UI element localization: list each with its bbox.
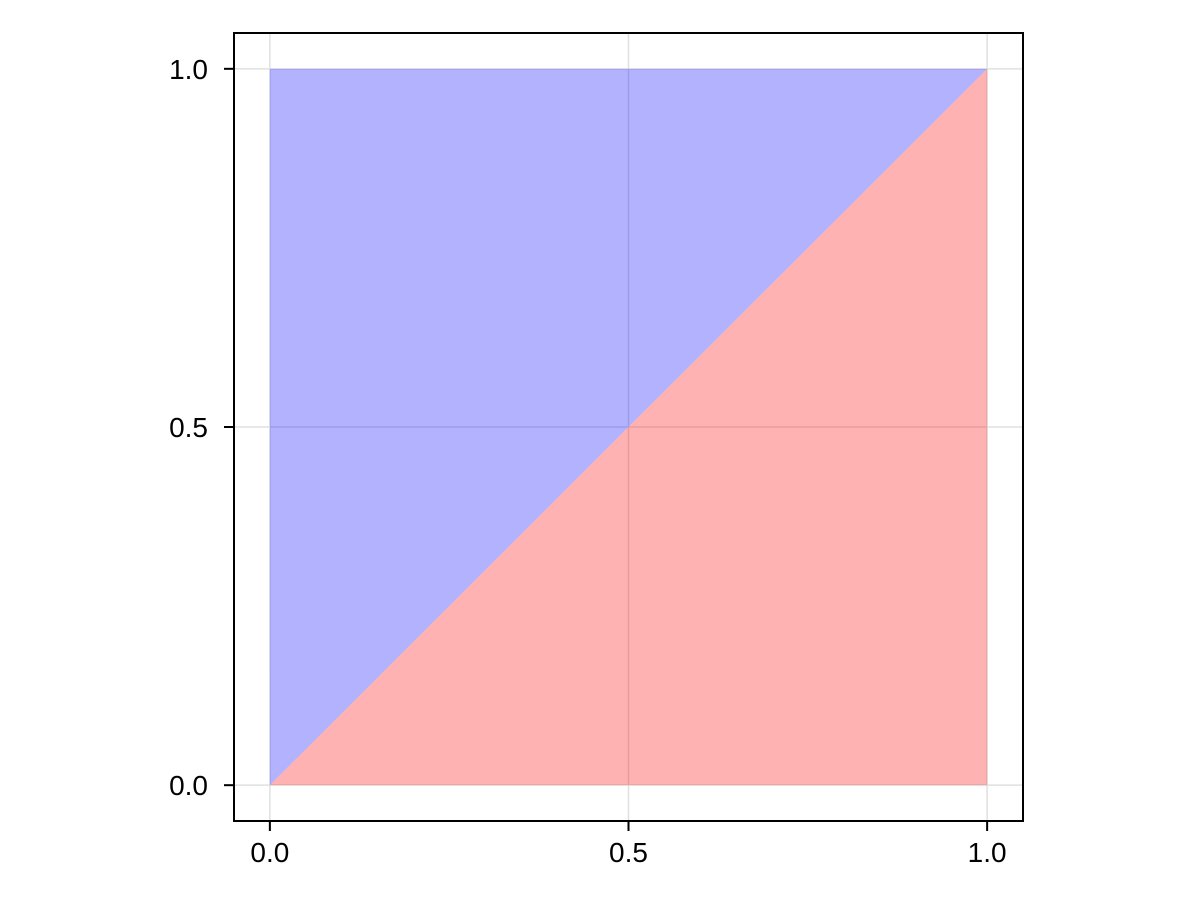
x-tick-label: 1.0 [968, 837, 1007, 868]
lower-right-triangle [269, 68, 988, 786]
grid-layer [234, 33, 1023, 821]
x-tick-label: 0.5 [609, 837, 648, 868]
x-tick-label: 0.0 [250, 837, 289, 868]
tick-layer [224, 67, 989, 831]
tick-label-layer: 0.0 0.5 1.0 0.0 0.5 1.0 [169, 54, 1007, 868]
y-tick-label: 1.0 [169, 54, 208, 85]
y-tick-label: 0.0 [169, 770, 208, 801]
series-layer [269, 68, 988, 786]
y-tick-label: 0.5 [169, 412, 208, 443]
upper-left-triangle [269, 68, 988, 786]
